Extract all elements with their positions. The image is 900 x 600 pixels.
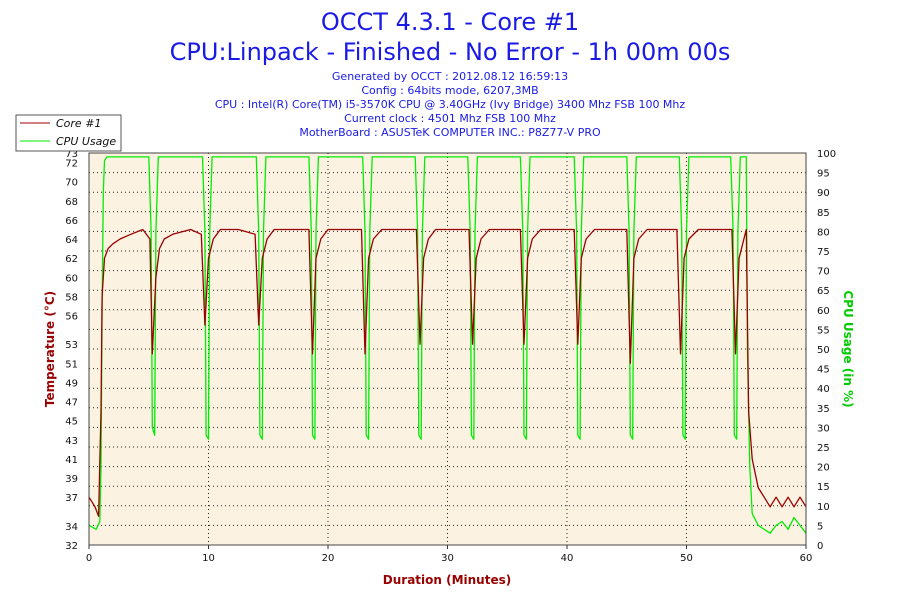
chart-subtitle: CPU:Linpack - Finished - No Error - 1h 0… [170,38,731,66]
y2-tick-label-8: 40 [817,384,830,395]
y-tick-label-18: 70 [65,178,78,189]
y-axis-label: Temperature (°C) [43,291,57,407]
y-tick-label-3: 39 [65,474,78,485]
y2-tick-label-12: 60 [817,306,830,317]
y2-tick-label-3: 15 [817,482,830,493]
y-tick-label-1: 34 [65,522,78,533]
y-tick-label-16: 66 [65,216,78,227]
y2-tick-label-5: 25 [817,443,830,454]
y2-tick-label-4: 20 [817,463,830,474]
y-tick-label-15: 64 [65,235,78,246]
info-cpu: CPU : Intel(R) Core(TM) i5-3570K CPU @ 3… [215,98,686,111]
y2-tick-label-7: 35 [817,404,830,415]
y2-tick-label-1: 5 [817,521,823,532]
series-core-1-line [89,228,806,517]
y-tick-label-12: 58 [65,292,78,303]
y-tick-label-19: 72 [65,159,78,170]
y2-tick-label-9: 45 [817,365,830,376]
series-group [89,156,806,534]
y2-tick-label-11: 55 [817,325,830,336]
legend-box [15,114,122,152]
y-tick-label-0: 32 [65,541,78,552]
y2-axis-ticks: 0 5 10 15 20 25 30 35 40 45 50 55 60 65 70 75 80 85 90 95 10… [817,149,836,552]
y-tick-label-9: 51 [65,359,78,370]
y-tick-label-20: 73 [65,149,78,160]
y-tick-label-13: 60 [65,273,78,284]
y-tick-label-7: 47 [65,398,78,409]
y2-tick-label-19: 95 [817,169,830,180]
y2-tick-label-13: 65 [817,286,830,297]
y2-tick-label-15: 75 [817,247,830,258]
legend-label-usage: CPU Usage [56,135,116,148]
info-clock: Current clock : 4501 Mhz FSB 100 Mhz [344,112,556,125]
x-tick-label-2: 20 [322,553,335,564]
info-config: Config : 64bits mode, 6207,3MB [361,84,538,97]
y-tick-label-11: 56 [65,312,78,323]
y2-tick-label-10: 50 [817,345,830,356]
y2-tick-label-14: 70 [817,267,830,278]
legend: Core #1 CPU Usage [15,114,122,152]
x-tick-label-0: 0 [86,553,92,564]
y-tick-label-17: 68 [65,197,78,208]
y2-tick-label-2: 10 [817,502,830,513]
series-layer [89,156,806,534]
y-axis-ticks: 32 34 37 39 41 43 45 47 49 51 53 56 58 60 62 64 66 68 70 72… [65,149,78,552]
series-cpu-usage-line [89,156,806,534]
y2-tick-label-16: 80 [817,227,830,238]
y-tick-label-6: 45 [65,417,78,428]
info-generated: Generated by OCCT : 2012.08.12 16:59:13 [332,70,568,83]
y-tick-label-14: 62 [65,254,78,265]
info-motherboard: MotherBoard : ASUSTeK COMPUTER INC.: P8Z… [299,126,601,139]
x-tick-label-1: 10 [202,553,215,564]
x-tick-label-5: 50 [680,553,693,564]
x-axis-ticks: 0 10 20 30 40 50 60 [86,545,813,564]
x-tick-label-6: 60 [800,553,813,564]
y2-tick-label-18: 90 [817,188,830,199]
y-tick-label-5: 43 [65,436,78,447]
y-tick-label-10: 53 [65,340,78,351]
y-tick-label-2: 37 [65,493,78,504]
x-tick-label-4: 40 [561,553,574,564]
y2-tick-label-17: 85 [817,208,830,219]
y-tick-label-4: 41 [65,455,78,466]
x-axis-label: Duration (Minutes) [383,573,511,587]
y2-axis-label: CPU Usage (in %) [841,290,855,407]
y2-tick-label-20: 100 [817,149,836,160]
y2-tick-label-0: 0 [817,541,823,552]
chart-title: OCCT 4.3.1 - Core #1 [321,8,579,36]
legend-label-core: Core #1 [56,117,101,130]
y2-tick-label-6: 30 [817,423,830,434]
y-tick-label-8: 49 [65,378,78,389]
x-tick-label-3: 30 [441,553,454,564]
